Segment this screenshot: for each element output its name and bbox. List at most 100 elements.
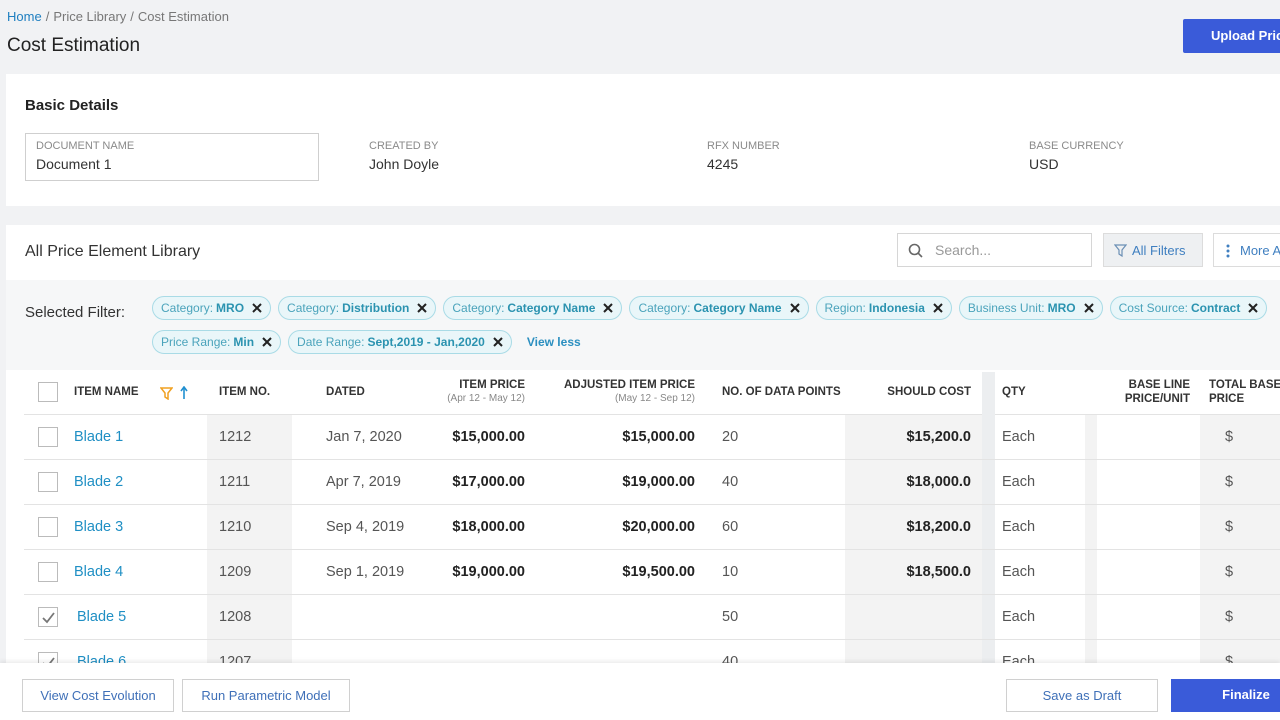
search-placeholder: Search...: [935, 242, 992, 258]
checkbox[interactable]: [38, 607, 58, 627]
column-header-label: ITEM NO.: [219, 386, 271, 398]
finalize-button[interactable]: Finalize: [1171, 679, 1280, 712]
item-name-link[interactable]: Blade 1: [74, 429, 124, 445]
table-cell: Each: [1002, 429, 1036, 445]
table-cell: 60: [722, 519, 739, 535]
filter-chip[interactable]: Business Unit: MRO: [958, 296, 1103, 320]
filter-chip[interactable]: Category: Category Name: [629, 296, 809, 320]
chip-remove-icon: [1083, 303, 1094, 313]
upload-button[interactable]: Upload Pric: [1183, 19, 1280, 53]
table-cell: $19,500.00: [622, 564, 695, 580]
filter-chip[interactable]: Category: MRO: [152, 296, 272, 320]
filter-chip[interactable]: Category: Distribution: [278, 296, 437, 320]
column-header: ITEM NAME: [74, 385, 274, 399]
breadcrumb: Home / Price Library / Cost Estimation: [7, 9, 229, 24]
column-shade: [207, 415, 292, 665]
table-cell: 20: [722, 429, 739, 445]
checkbox[interactable]: [38, 472, 58, 492]
table-cell: $20,000.00: [622, 519, 695, 535]
field-value: 4245: [707, 156, 739, 172]
filter-chip[interactable]: Category: Category Name: [443, 296, 623, 320]
table-cell: 40: [722, 474, 739, 490]
breadcrumb-separator: /: [45, 9, 50, 24]
table-cell: $15,200.0: [906, 429, 971, 445]
column-header-label: SHOULD COST: [887, 386, 971, 398]
view-less-link[interactable]: View less: [526, 335, 581, 349]
filter-value: Min: [233, 335, 255, 349]
item-name-link[interactable]: Blade 4: [74, 564, 124, 580]
table-cell: 1209: [219, 564, 252, 580]
save-as-draft-button[interactable]: Save as Draft: [1006, 679, 1158, 712]
column-header: SHOULD COST: [771, 385, 971, 399]
table-cell: $19,000.00: [452, 564, 525, 580]
field-label: DOCUMENT NAME: [36, 140, 135, 152]
breadcrumb-item[interactable]: Price Library: [53, 9, 127, 24]
table-cell: 1208: [219, 609, 252, 625]
table-cell: Each: [1002, 564, 1036, 580]
run-parametric-model-button[interactable]: Run Parametric Model: [182, 679, 350, 712]
row-divider: [24, 459, 1280, 460]
row-divider: [24, 504, 1280, 505]
column-header: NO. OF DATA POINTS: [722, 385, 922, 399]
filter-value: Category Name: [507, 301, 596, 315]
column-header-label: ITEM NAME: [74, 386, 139, 398]
checkbox[interactable]: [38, 517, 58, 537]
filter-chip[interactable]: Region: Indonesia: [815, 296, 952, 320]
filter-key: Business Unit:: [967, 301, 1045, 315]
column-header: ITEM PRICE (Apr 12 - May 12): [325, 378, 525, 406]
filter-value: MRO: [1047, 301, 1076, 315]
breadcrumb-item[interactable]: Home: [7, 9, 42, 24]
breadcrumb-separator: /: [130, 9, 134, 24]
more-label: More A: [1240, 243, 1280, 258]
page-title: Cost Estimation: [7, 35, 141, 56]
column-header: BASE LINE PRICE/UNIT: [1110, 378, 1190, 406]
table-cell: $: [1225, 609, 1234, 625]
column-header-label: DATED: [326, 386, 365, 398]
library-title: All Price Element Library: [25, 243, 201, 260]
row-divider: [24, 549, 1280, 550]
chip-remove-icon: [493, 337, 503, 347]
column-shade: [1085, 415, 1097, 665]
view-cost-evolution-button[interactable]: View Cost Evolution: [22, 679, 174, 712]
selected-filter-label: Selected Filter:: [25, 304, 126, 321]
table-cell: $19,000.00: [622, 474, 695, 490]
column-header-label: ITEM PRICE: [459, 379, 525, 391]
table-cell: $: [1225, 654, 1234, 670]
column-filter-icon: [160, 387, 173, 400]
search-box[interactable]: Search...: [897, 233, 1092, 267]
column-header: ITEM NO.: [219, 385, 419, 399]
checkbox[interactable]: [38, 562, 58, 582]
filter-value: Indonesia: [868, 301, 925, 315]
column-header: TOTAL BASE PRICE: [1209, 378, 1280, 406]
checkbox[interactable]: [38, 382, 58, 402]
filter-chip[interactable]: Price Range: Min: [152, 330, 282, 354]
filter-value: Category Name: [693, 301, 782, 315]
all-filters-button[interactable]: All Filters: [1103, 233, 1203, 267]
item-name-link[interactable]: Blade 5: [77, 609, 127, 625]
checkbox[interactable]: [38, 427, 58, 447]
filter-chip[interactable]: Date Range: Sept,2019 - Jan,2020: [288, 330, 512, 354]
more-icon: [1226, 244, 1230, 258]
field-label: BASE CURRENCY: [1029, 140, 1124, 152]
table-header-bg: [24, 372, 1280, 415]
filter-key: Region:: [824, 301, 866, 315]
search-icon: [908, 243, 923, 258]
item-name-link[interactable]: Blade 2: [74, 474, 124, 490]
more-button[interactable]: More A: [1213, 233, 1280, 267]
item-name-link[interactable]: Blade 3: [74, 519, 124, 535]
chip-remove-icon: [252, 303, 262, 313]
table-cell: Apr 7, 2019: [326, 474, 401, 490]
filter-icon: [1114, 244, 1127, 257]
table-cell: $: [1225, 564, 1234, 580]
chip-remove-icon: [417, 303, 428, 313]
filter-chip[interactable]: Cost Source: Contract: [1109, 296, 1268, 320]
sort-asc-icon: [180, 386, 188, 399]
document-name-input[interactable]: [25, 133, 319, 181]
table-cell: $: [1225, 429, 1234, 445]
filter-key: Category:: [452, 301, 505, 315]
chip-remove-icon: [262, 337, 272, 347]
table-cell: $17,000.00: [452, 474, 525, 490]
table-cell: $15,000.00: [452, 429, 525, 445]
chip-remove-icon: [603, 303, 614, 313]
